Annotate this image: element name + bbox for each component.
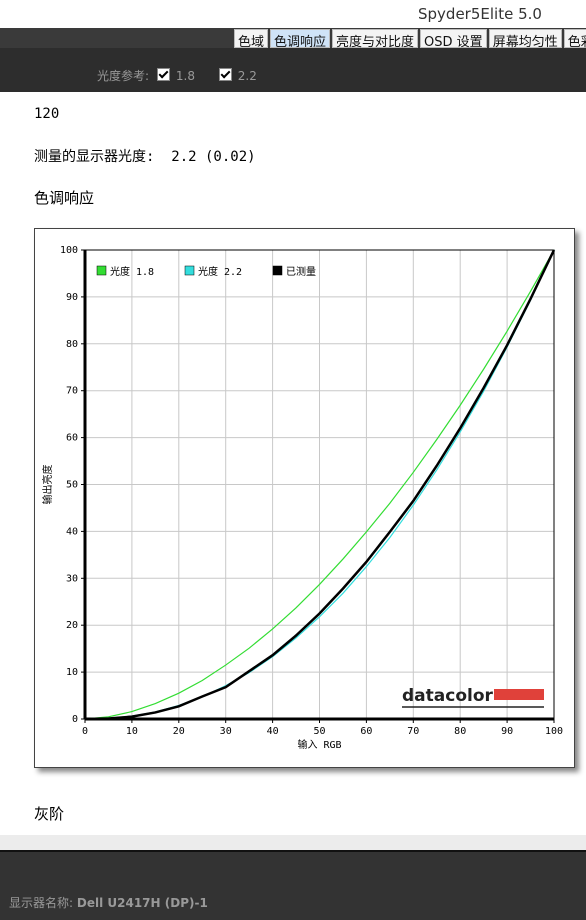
x-tick-label: 40 — [267, 726, 279, 737]
legend-swatch — [272, 265, 283, 276]
title-bar: Spyder5Elite 5.0 — [0, 0, 586, 28]
y-tick-label: 70 — [66, 386, 78, 397]
option: 2.2 — [237, 69, 257, 83]
toolbar: 光度参考: 1.8 2.2 — [0, 48, 586, 92]
legend-swatch — [96, 265, 107, 276]
y-tick-label: 20 — [66, 620, 78, 631]
y-tick-label: 10 — [66, 667, 78, 678]
x-tick-label: 0 — [82, 726, 88, 737]
checkbox[interactable] — [156, 68, 170, 81]
series-line — [84, 249, 555, 720]
chart: 0 10 20 30 40 50 60 70 80 90 100 0 10 20 30 40 50 60 70 80 9… — [34, 228, 575, 768]
status: 显示器名称: Dell U2417H (DP)-1 — [9, 894, 208, 911]
checkbox[interactable] — [218, 68, 232, 81]
section-title: 色调响应 — [34, 189, 95, 207]
tab[interactable]: 色彩 — [563, 29, 586, 48]
option: 1.8 — [175, 69, 195, 83]
toolbar-row: 光度参考: 1.8 2.2 — [97, 67, 257, 84]
tab[interactable]: 亮度与对比度 — [332, 29, 419, 48]
y-tick-label: 100 — [60, 245, 78, 256]
tab[interactable]: OSD 设置 — [420, 29, 487, 48]
chart-frame — [34, 228, 575, 768]
x-tick-label: 60 — [360, 726, 372, 737]
series-line — [84, 249, 556, 721]
x-tick-label: 30 — [220, 726, 232, 737]
measured-text: 测量的显示器光度: 2.2 (0.02) — [34, 149, 256, 165]
x-tick-label: 20 — [173, 726, 185, 737]
divider — [0, 835, 586, 850]
legend-label: 已测量 — [286, 265, 316, 278]
window-title: Spyder5Elite 5.0 — [418, 5, 542, 23]
logo: datacolor — [402, 686, 494, 706]
y-tick-label: 60 — [66, 433, 78, 444]
y-tick-label: 30 — [66, 573, 78, 584]
tab[interactable]: 色调响应 — [270, 29, 331, 48]
x-tick-label: 90 — [501, 726, 513, 737]
x-tick-label: 80 — [454, 726, 466, 737]
y-tick-label: 80 — [66, 339, 78, 350]
section-title: 灰阶 — [34, 805, 65, 823]
x-tick-label: 10 — [126, 726, 138, 737]
legend-swatch — [184, 265, 195, 276]
x-tick-label: 50 — [313, 726, 325, 737]
y-tick-label: 90 — [66, 292, 78, 303]
x-tick-label: 100 — [545, 726, 563, 737]
legend-label: 光度 1.8 — [110, 265, 154, 278]
x-axis-label: 输入 RGB — [297, 738, 341, 751]
x-tick-label: 70 — [407, 726, 419, 737]
legend-label: 光度 2.2 — [198, 265, 242, 278]
logo-bar — [494, 689, 544, 700]
y-tick-label: 40 — [66, 526, 78, 537]
status-value: Dell U2417H (DP)-1 — [76, 896, 208, 910]
value-text: 120 — [34, 106, 60, 122]
toolbar-label: 光度参考: — [97, 69, 150, 83]
status-label: 显示器名称: — [9, 896, 74, 910]
y-tick-label: 50 — [66, 480, 78, 491]
tab[interactable]: 色域 — [234, 29, 269, 48]
y-axis-label: 输出亮度 — [41, 465, 54, 505]
y-tick-label: 0 — [72, 714, 78, 725]
tab[interactable]: 屏幕均匀性 — [488, 29, 562, 48]
status-bar: 显示器名称: Dell U2417H (DP)-1 — [0, 850, 586, 920]
